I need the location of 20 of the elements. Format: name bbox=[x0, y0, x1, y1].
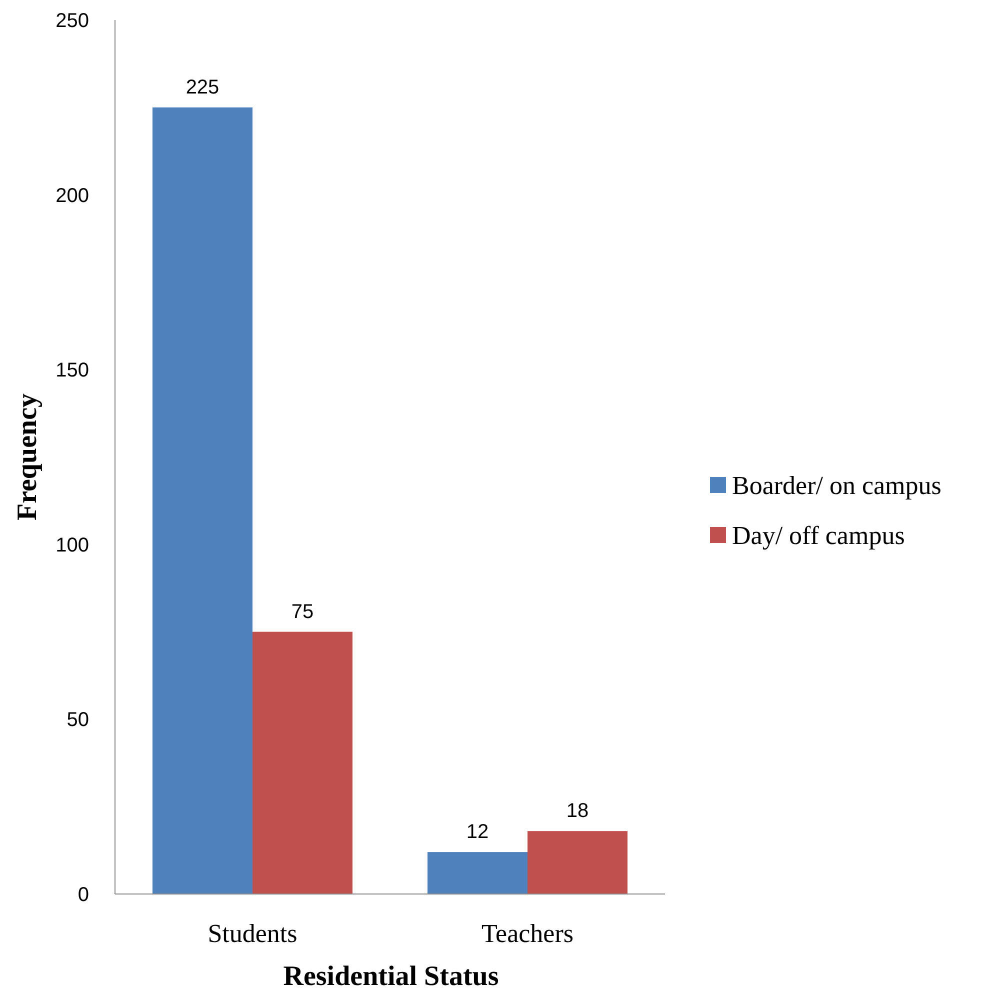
legend-label: Day/ off campus bbox=[732, 521, 905, 550]
data-label: 225 bbox=[186, 76, 220, 98]
data-label: 12 bbox=[466, 821, 489, 844]
y-axis-title: Frequency bbox=[12, 393, 43, 521]
y-tick-label: 250 bbox=[56, 10, 89, 32]
y-tick-label: 0 bbox=[78, 884, 89, 906]
bar bbox=[152, 107, 252, 894]
bar bbox=[528, 831, 628, 894]
x-tick-label: Teachers bbox=[481, 919, 574, 948]
bar bbox=[428, 852, 528, 894]
y-tick-label: 200 bbox=[56, 184, 89, 207]
x-tick-label: Students bbox=[208, 919, 298, 948]
data-label: 75 bbox=[291, 600, 314, 623]
y-tick-label: 150 bbox=[56, 360, 89, 382]
data-label: 18 bbox=[566, 800, 589, 822]
bar bbox=[252, 632, 352, 894]
legend-label: Boarder/ on campus bbox=[732, 471, 942, 500]
y-tick-label: 100 bbox=[56, 534, 89, 556]
x-axis-title: Residential Status bbox=[283, 961, 499, 992]
y-tick-label: 50 bbox=[66, 709, 89, 732]
